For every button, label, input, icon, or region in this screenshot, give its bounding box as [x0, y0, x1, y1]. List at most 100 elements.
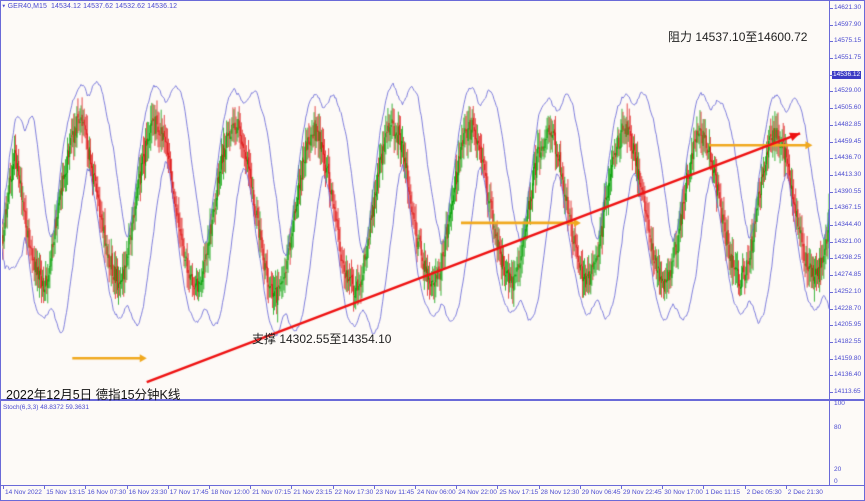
time-axis-tick	[209, 486, 210, 489]
price-chart-canvas[interactable]	[2, 2, 829, 400]
price-axis-tick	[830, 58, 833, 60]
time-axis-label: 28 Nov 12:30	[540, 489, 580, 496]
price-axis-tick	[830, 124, 833, 126]
stochastic-scale-label: 20	[834, 466, 842, 473]
time-axis-label: 1 Dec 11:15	[705, 489, 740, 496]
chevron-down-icon[interactable]: ▾	[2, 3, 6, 10]
time-axis-label: 21 Nov 23:15	[293, 489, 333, 496]
time-axis-tick	[126, 486, 128, 489]
price-axis-label: 14228.70	[834, 304, 862, 312]
price-axis-label: 14459.45	[834, 137, 862, 145]
time-axis-pane[interactable]: 14 Nov 2022 15 Nov 13:15 16 Nov 07:30 16 No…	[0, 486, 865, 501]
price-axis-label: 14529.00	[834, 87, 862, 95]
price-axis-tick	[830, 358, 833, 360]
time-axis-tick	[3, 486, 4, 489]
price-axis-label: 14321.00	[834, 237, 862, 245]
price-axis-tick	[830, 74, 833, 76]
price-axis-label: 14413.30	[834, 170, 862, 178]
resistance-annotation: 阻力 14537.10至14600.72	[668, 30, 808, 44]
stochastic-scale-label: 100	[834, 400, 845, 407]
price-axis-tick	[830, 24, 833, 26]
time-axis-tick	[538, 486, 540, 489]
price-axis-label: 14298.25	[834, 254, 862, 262]
price-axis-label: 14367.15	[834, 204, 862, 212]
price-axis-label: 14182.55	[834, 337, 862, 345]
price-axis-label: 14505.60	[834, 104, 862, 112]
time-axis-tick	[167, 486, 169, 489]
price-axis-label: 14205.95	[834, 321, 862, 329]
time-axis-tick	[373, 486, 375, 489]
stochastic-indicator-pane[interactable]	[0, 400, 865, 486]
time-axis-tick	[744, 486, 746, 489]
price-axis-tick	[830, 341, 833, 343]
time-axis-tick	[332, 486, 334, 489]
price-axis-tick	[830, 258, 833, 260]
price-axis-tick	[830, 8, 833, 9]
ohlc-values: 14534.12 14537.62 14532.62 14536.12	[51, 3, 178, 10]
time-axis-label: 15 Nov 13:15	[46, 489, 85, 496]
time-axis-label: 24 Nov 22:00	[458, 489, 497, 496]
price-axis-label: 14274.85	[834, 271, 862, 279]
price-axis-tick	[830, 241, 833, 243]
time-axis-label: 2 Dec 21:30	[787, 489, 823, 496]
price-chart-pane[interactable]	[0, 0, 865, 400]
price-axis-label: 14482.85	[834, 120, 862, 128]
price-axis-tick	[830, 325, 833, 327]
stochastic-scale-label: 0	[834, 478, 838, 485]
time-axis-label: 17 Nov 17:45	[169, 489, 209, 496]
time-axis-tick	[415, 486, 416, 489]
time-axis-label: 30 Nov 17:00	[664, 489, 703, 496]
price-axis-label: 14252.10	[834, 287, 862, 295]
price-axis-label: 14136.40	[834, 371, 862, 379]
time-axis-tick	[621, 486, 622, 489]
support-annotation: 支撑 14302.55至14354.10	[252, 332, 392, 346]
price-axis-label: 14597.90	[834, 20, 862, 28]
chart-caption: 2022年12月5日 德指15分钟K线	[6, 388, 181, 402]
time-axis-label: 23 Nov 11:45	[375, 489, 414, 496]
price-axis-tick	[830, 375, 833, 377]
price-axis-tick	[830, 174, 833, 176]
price-axis-label: 14621.30	[834, 4, 862, 11]
time-axis-tick	[785, 486, 787, 489]
time-axis-tick	[85, 486, 87, 489]
time-axis-label: 16 Nov 07:30	[87, 489, 127, 496]
stochastic-scale-label: 80	[834, 424, 842, 431]
price-axis-tick	[830, 191, 833, 193]
price-axis-label: 14436.70	[834, 154, 862, 162]
time-axis-label: 29 Nov 22:45	[623, 489, 662, 496]
price-axis-label: 14390.55	[834, 187, 862, 195]
symbol-label: GER40,M15	[7, 3, 48, 10]
price-axis-label: 14344.40	[834, 221, 862, 229]
price-axis-tick	[830, 308, 833, 310]
price-axis-tick	[830, 91, 833, 93]
time-axis-tick	[497, 486, 499, 489]
price-axis[interactable]: 14621.30 14597.90 14575.15 14551.75 14536.12…	[830, 0, 865, 486]
price-axis-tick	[830, 392, 833, 393]
current-price-label: 14536.12	[832, 70, 862, 79]
time-axis-tick	[703, 486, 705, 489]
price-axis-tick	[830, 108, 833, 110]
price-axis-tick	[830, 291, 833, 293]
time-axis-label: 25 Nov 17:15	[499, 489, 539, 496]
price-axis-tick	[830, 275, 833, 277]
price-axis-tick	[830, 41, 833, 43]
price-axis-tick	[830, 225, 833, 227]
time-axis-label: 16 Nov 23:30	[128, 489, 168, 496]
time-axis-label: 14 Nov 2022	[5, 489, 42, 496]
time-axis-label: 2 Dec 05:30	[746, 489, 782, 496]
time-axis-label: 29 Nov 06:45	[581, 489, 621, 496]
time-axis-tick	[456, 486, 458, 489]
price-axis-tick	[830, 158, 833, 160]
price-axis-label: 14551.75	[834, 54, 862, 62]
time-axis-tick	[291, 486, 293, 489]
price-axis-label: 14113.65	[834, 388, 861, 395]
time-axis-tick	[44, 486, 46, 489]
price-axis-label: 14575.15	[834, 37, 862, 45]
time-axis-tick	[579, 486, 581, 489]
stochastic-header-label: Stoch(6,3,3) 48.8372 59.3631	[3, 404, 90, 411]
price-axis-tick	[830, 141, 833, 143]
time-axis-tick	[250, 486, 252, 489]
symbol-header: ▾ GER40,M15 14534.12 14537.62 14532.62 145…	[2, 1, 177, 12]
price-axis-divider	[829, 0, 830, 486]
time-axis-label: 21 Nov 07:15	[252, 489, 291, 496]
